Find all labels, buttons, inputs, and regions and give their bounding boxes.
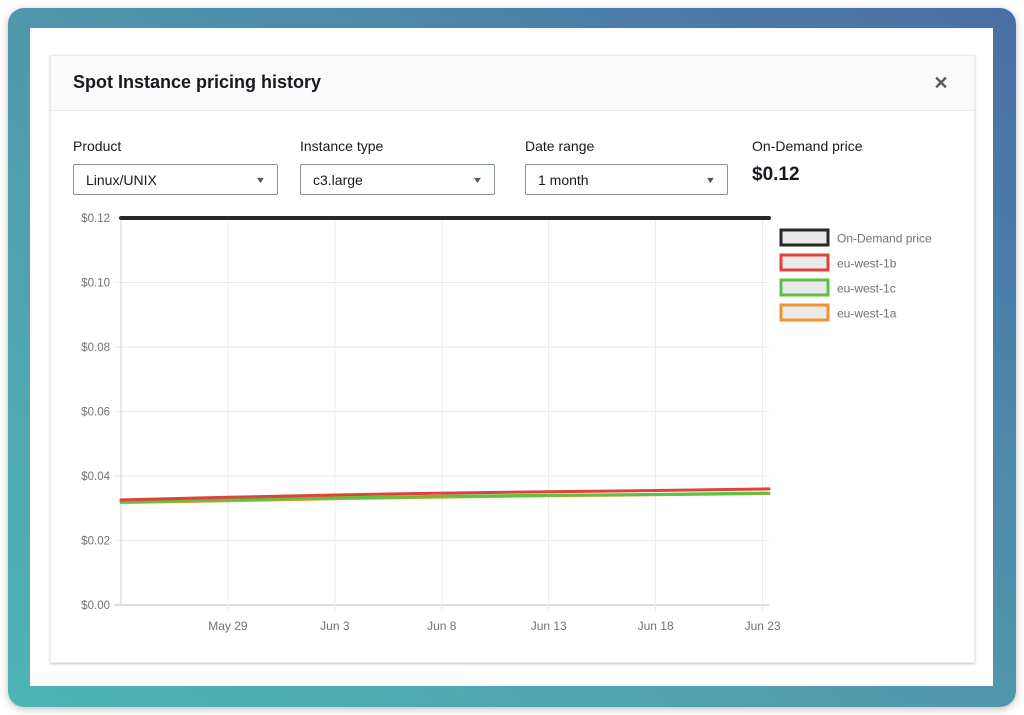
legend-label: On-Demand price — [837, 232, 932, 246]
on-demand-price-block: On-Demand price $0.12 — [752, 138, 863, 186]
chevron-down-icon: ▼ — [705, 175, 717, 185]
y-tick-label: $0.08 — [81, 342, 110, 354]
legend-label: eu-west-1c — [837, 282, 896, 296]
spot-pricing-modal: Spot Instance pricing history ✕ Product … — [50, 55, 975, 663]
on-demand-price-value: $0.12 — [752, 164, 863, 186]
x-tick-label: Jun 3 — [320, 619, 350, 633]
instance-type-select-value: c3.large — [313, 172, 363, 188]
x-tick-label: Jun 8 — [427, 619, 457, 633]
y-tick-label: $0.06 — [81, 407, 110, 419]
date-range-label: Date range — [525, 138, 728, 154]
product-control: Product Linux/UNIX ▼ — [73, 138, 278, 195]
y-tick-label: $0.02 — [81, 536, 110, 548]
date-range-select-value: 1 month — [538, 172, 589, 188]
y-tick-label: $0.10 — [81, 278, 110, 290]
y-tick-label: $0.12 — [81, 213, 110, 225]
chevron-down-icon: ▼ — [472, 175, 484, 185]
legend-swatch-eu-west-1a — [781, 305, 828, 320]
pricing-chart: $0.00 $0.02 $0.04 $0.06 $0.08 $0.10 $0.12 May 2… — [51, 201, 976, 651]
chevron-down-icon: ▼ — [255, 175, 267, 185]
screenshot-root: Spot Instance pricing history ✕ Product … — [0, 0, 1024, 715]
on-demand-price-label: On-Demand price — [752, 138, 863, 154]
product-select-value: Linux/UNIX — [86, 172, 157, 188]
close-icon: ✕ — [933, 73, 948, 93]
instance-type-control: Instance type c3.large ▼ — [300, 138, 495, 195]
product-select[interactable]: Linux/UNIX ▼ — [73, 164, 278, 195]
x-tick-label: May 29 — [208, 619, 248, 633]
legend-label: eu-west-1a — [837, 307, 897, 321]
product-label: Product — [73, 138, 278, 154]
instance-type-label: Instance type — [300, 138, 495, 154]
legend-label: eu-west-1b — [837, 257, 897, 271]
date-range-select[interactable]: 1 month ▼ — [525, 164, 728, 195]
date-range-control: Date range 1 month ▼ — [525, 138, 728, 195]
y-tick-label: $0.04 — [81, 471, 110, 483]
modal-title: Spot Instance pricing history — [73, 72, 321, 93]
legend-swatch-on-demand-price — [781, 230, 828, 245]
modal-header: Spot Instance pricing history ✕ — [51, 56, 974, 111]
instance-type-select[interactable]: c3.large ▼ — [300, 164, 495, 195]
x-tick-label: Jun 18 — [638, 619, 674, 633]
x-tick-label: Jun 23 — [745, 619, 781, 633]
x-tick-label: Jun 13 — [531, 619, 567, 633]
y-tick-label: $0.00 — [81, 600, 110, 612]
legend-swatch-eu-west-1b — [781, 255, 828, 270]
legend-swatch-eu-west-1c — [781, 280, 828, 295]
close-button[interactable]: ✕ — [928, 70, 954, 96]
